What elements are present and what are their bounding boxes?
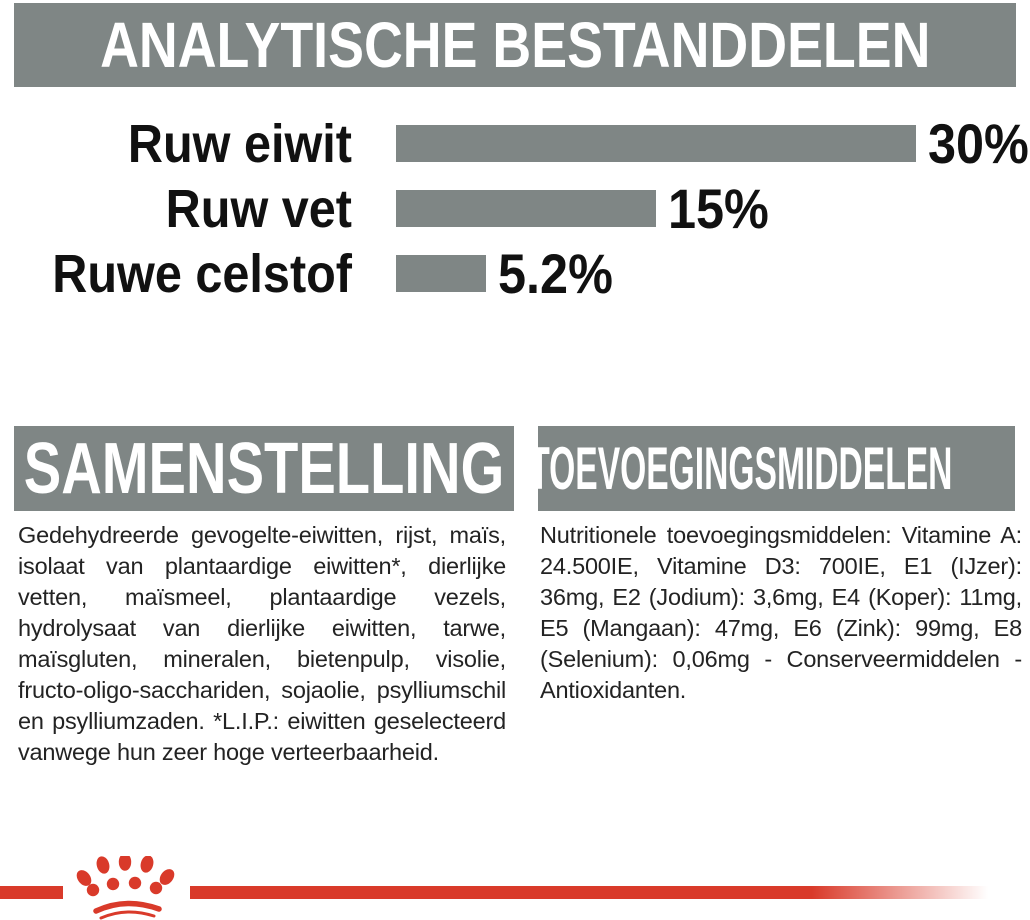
chart-bar <box>396 125 916 162</box>
chart-category-label: Ruw vet <box>165 178 352 239</box>
chart-row: Ruw eiwit 30% <box>0 115 1030 171</box>
chart-value-label: 15% <box>668 176 769 240</box>
footer-band-right <box>190 886 1030 899</box>
chart-value-label: 30% <box>928 111 1029 175</box>
chart-bar <box>396 190 656 227</box>
analytical-constituents-title: ANALYTISCHE BESTANDDELEN <box>99 9 931 81</box>
additives-header: TOEVOEGINGSMIDDELEN (/kg) <box>529 426 1015 511</box>
chart-value-label: 5.2% <box>498 241 613 305</box>
composition-header: SAMENSTELLING <box>14 426 514 511</box>
additives-body-text: Nutritionele toevoegingsmiddelen: Vitami… <box>540 522 1022 703</box>
analytical-constituents-header: ANALYTISCHE BESTANDDELEN <box>14 3 1016 87</box>
chart-row: Ruw vet 15% <box>0 180 1030 236</box>
chart-row: Ruwe celstof 5.2% <box>0 245 1030 301</box>
footer-band-left <box>0 886 63 899</box>
composition-title: SAMENSTELLING <box>23 428 505 509</box>
chart-category-label: Ruwe celstof <box>52 243 352 304</box>
chart-category-label: Ruw eiwit <box>127 113 352 174</box>
additives-title: TOEVOEGINGSMIDDELEN <box>529 434 953 502</box>
analytical-chart: Ruw eiwit 30% Ruw vet 15% Ruwe celstof 5.2% <box>0 0 1030 320</box>
chart-bar <box>396 255 486 292</box>
royal-canin-crown-logo-icon <box>76 856 175 920</box>
composition-body-text: Gedehydreerde gevogelte-eiwitten, rijst,… <box>18 522 506 765</box>
